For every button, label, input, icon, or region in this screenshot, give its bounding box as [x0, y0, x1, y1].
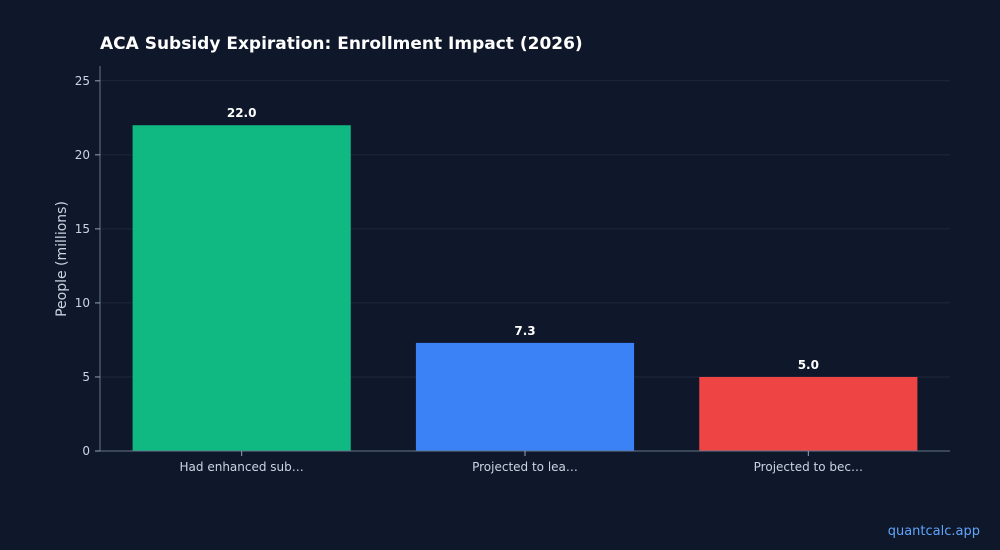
bars-layer: 22.0 7.3 5.0	[132, 106, 918, 451]
watermark-link[interactable]: quantcalc.app	[887, 524, 980, 539]
y-tick-label: 5	[82, 370, 90, 384]
y-tick-label: 25	[75, 74, 90, 88]
y-tick-label: 20	[75, 148, 90, 162]
x-tick-label: Projected to lea…	[472, 460, 578, 474]
ticks-layer: 0 5 10 15 20 25 Had enhanced sub… Projected to …	[75, 74, 863, 474]
bar-value-label: 22.0	[227, 106, 257, 120]
chart-title: ACA Subsidy Expiration: Enrollment Impac…	[100, 34, 583, 54]
bar-value-label: 7.3	[514, 324, 535, 338]
bar[interactable]	[132, 125, 351, 451]
bar[interactable]	[415, 342, 635, 451]
y-tick-label: 0	[82, 444, 90, 458]
x-tick-label: Projected to bec…	[754, 460, 863, 474]
y-tick-label: 15	[75, 222, 90, 236]
bar-value-label: 5.0	[798, 358, 819, 372]
y-axis-label: People (millions)	[54, 201, 70, 317]
x-tick-label: Had enhanced sub…	[180, 460, 304, 474]
y-tick-label: 10	[75, 296, 90, 310]
bar[interactable]	[699, 376, 918, 451]
